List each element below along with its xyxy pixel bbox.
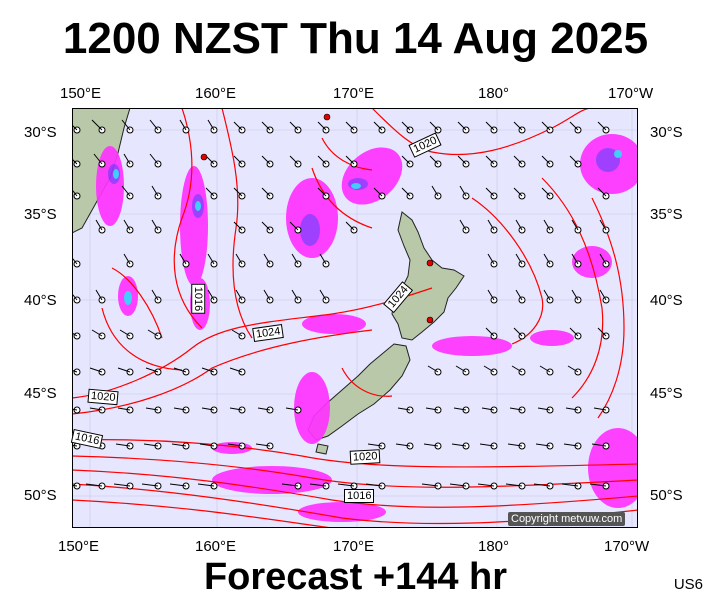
nz-south-island [307, 343, 411, 441]
lat-label-left: 40°S [24, 292, 57, 309]
nz-north-island [391, 211, 465, 341]
weather-map [72, 108, 638, 528]
map-title: 1200 NZST Thu 14 Aug 2025 [62, 14, 649, 63]
lon-label-top: 170°W [608, 85, 654, 102]
lon-label-top: 170°E [333, 85, 375, 102]
lon-label-top: 180° [478, 85, 510, 102]
lat-label-right: 45°S [650, 385, 683, 402]
lat-label-left: 45°S [24, 385, 57, 402]
lon-label-bottom: 180° [478, 538, 510, 555]
lat-label-right: 50°S [650, 487, 683, 504]
lat-label-left: 50°S [24, 487, 57, 504]
forecast-label: Forecast +144 hr [203, 556, 508, 598]
lon-label-bottom: 150°E [58, 538, 100, 555]
precipitation [96, 134, 638, 522]
stewart-island [315, 443, 329, 455]
lon-label-bottom: 170°E [333, 538, 375, 555]
copyright-badge: Copyright metvuw.com [508, 512, 626, 526]
isobar-label: 1020 [87, 388, 120, 406]
lat-label-right: 30°S [650, 124, 683, 141]
lon-label-bottom: 160°E [195, 538, 237, 555]
wind-barbs [72, 119, 610, 490]
lat-label-right: 40°S [650, 292, 683, 309]
lon-label-top: 150°E [60, 85, 102, 102]
station-dots [200, 113, 434, 324]
lon-label-bottom: 170°W [604, 538, 650, 555]
isobar-label: 1020 [349, 449, 381, 465]
lon-label-top: 160°E [195, 85, 237, 102]
model-code: US6 [673, 576, 703, 593]
isobar-label: 1016 [191, 283, 206, 315]
lat-label-left: 30°S [24, 124, 57, 141]
map-frame [72, 108, 638, 528]
isobar-label: 1016 [344, 489, 375, 503]
lat-label-right: 35°S [650, 206, 683, 223]
lat-label-left: 35°S [24, 206, 57, 223]
